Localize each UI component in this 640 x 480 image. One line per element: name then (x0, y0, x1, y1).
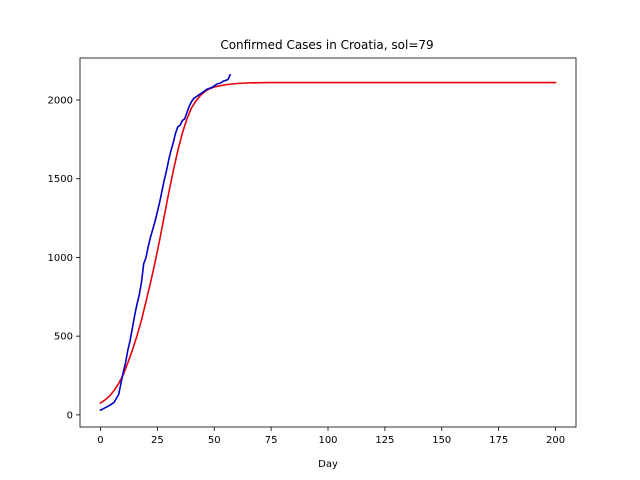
x-tick-label: 75 (265, 435, 278, 446)
y-axis: 0 500 1000 1500 2000 (48, 96, 80, 421)
x-tick-label: 0 (97, 435, 103, 446)
y-tick-label: 1000 (48, 253, 73, 264)
series-line-0 (99, 81, 557, 405)
x-axis-label: Day (318, 459, 338, 470)
x-tick-label: 175 (489, 435, 508, 446)
y-tick-label: 2000 (48, 96, 73, 107)
y-tick-label: 500 (54, 332, 73, 343)
x-tick-label: 200 (546, 435, 565, 446)
plot-lines (99, 73, 557, 412)
x-tick-label: 100 (318, 435, 337, 446)
y-tick-label: 1500 (48, 174, 73, 185)
chart-title: Confirmed Cases in Croatia, sol=79 (220, 38, 433, 52)
x-tick-label: 50 (208, 435, 221, 446)
x-tick-label: 25 (151, 435, 164, 446)
y-tick-label: 0 (67, 410, 73, 421)
series-line-1 (99, 73, 232, 412)
x-tick-label: 125 (375, 435, 394, 446)
x-axis: 0 25 50 75 100 125 150 175 200 (97, 427, 565, 446)
x-tick-label: 150 (432, 435, 451, 446)
